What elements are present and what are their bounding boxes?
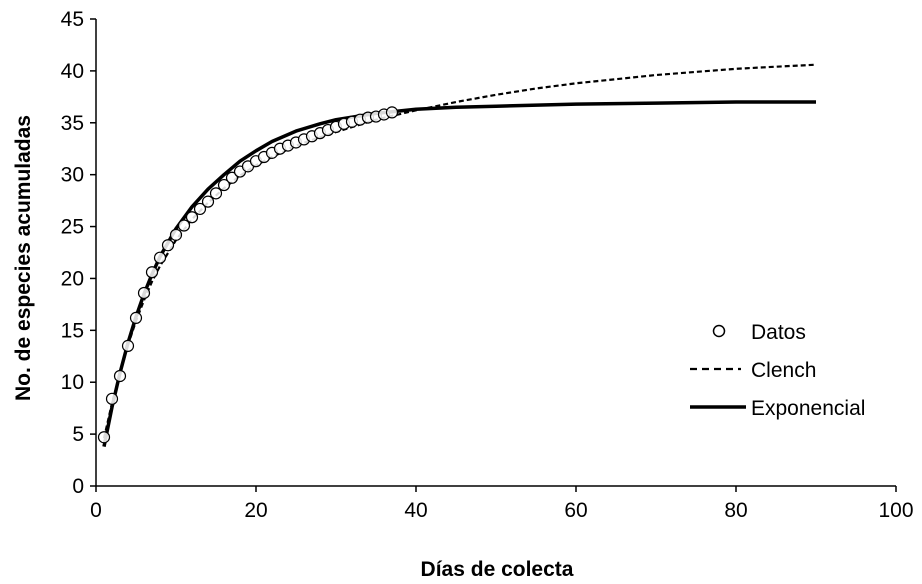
data-point (201, 195, 215, 208)
plot-area (97, 63, 817, 447)
data-point (225, 171, 239, 184)
series-line-exponencial (102, 100, 816, 447)
y-tick-label: 20 (61, 267, 84, 290)
y-tick-label: 5 (72, 423, 84, 446)
data-point (153, 251, 167, 264)
y-tick-label: 35 (61, 112, 84, 135)
data-point (185, 211, 199, 224)
y-tick-label: 45 (61, 8, 84, 31)
data-point (97, 431, 111, 444)
legend-marker-datos (712, 324, 726, 338)
legend-label-clench: Clench (751, 359, 816, 382)
legend-label-exponencial: Exponencial (751, 397, 865, 420)
data-point (385, 106, 399, 119)
x-tick-label: 20 (244, 499, 267, 522)
axes (95, 19, 896, 487)
series-line-clench (102, 63, 817, 439)
legend-label-datos: Datos (751, 321, 806, 344)
data-point (105, 392, 119, 405)
data-point (145, 266, 159, 279)
data-point (177, 219, 191, 232)
y-tick-label: 10 (61, 371, 84, 394)
y-axis-ticks: 0 5 10 15 20 25 30 35 40 45 (61, 8, 96, 498)
x-tick-label: 40 (404, 499, 427, 522)
data-point (193, 202, 207, 216)
data-point (137, 286, 151, 300)
data-point (169, 228, 183, 241)
y-tick-label: 25 (61, 216, 84, 239)
y-tick-label: 30 (61, 164, 84, 187)
data-point (209, 187, 223, 200)
x-axis-title: Días de colecta (421, 558, 574, 581)
data-point (129, 311, 143, 324)
x-tick-label: 100 (878, 499, 913, 522)
y-tick-label: 15 (61, 319, 84, 342)
y-tick-label: 0 (72, 475, 84, 498)
x-tick-label: 60 (564, 499, 587, 522)
x-tick-label: 80 (724, 499, 747, 522)
y-axis-title: No. de especies acumuladas (12, 115, 35, 401)
data-point (161, 239, 175, 252)
y-tick-label: 40 (61, 60, 84, 83)
data-point (121, 339, 135, 352)
x-tick-label: 0 (90, 499, 102, 522)
legend: Datos Clench Exponencial (690, 321, 865, 420)
data-point (217, 178, 231, 192)
data-point (113, 369, 127, 383)
x-axis-ticks: 0 20 40 60 80 100 (90, 486, 914, 522)
